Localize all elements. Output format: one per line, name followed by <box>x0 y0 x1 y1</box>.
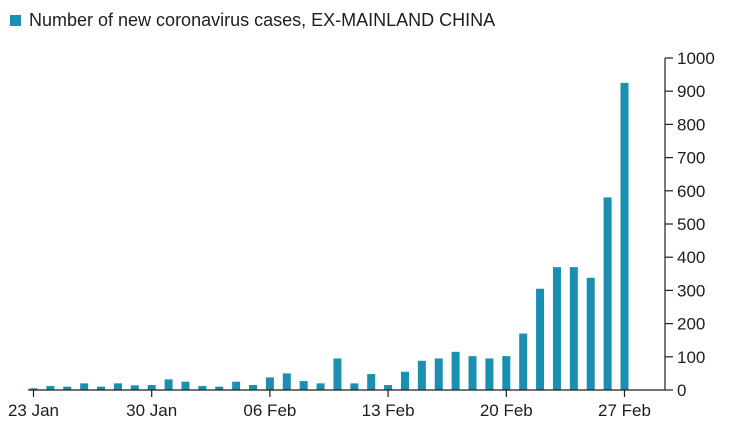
bar <box>400 371 409 390</box>
bar <box>417 360 426 390</box>
y-tick-label: 800 <box>677 115 705 134</box>
bar <box>265 377 274 390</box>
bar <box>603 197 612 390</box>
bar <box>63 386 72 390</box>
bar <box>502 356 511 390</box>
bar <box>164 379 173 390</box>
bar <box>232 381 241 390</box>
bar <box>249 385 258 390</box>
x-tick-label: 27 Feb <box>598 401 651 420</box>
x-tick-label: 13 Feb <box>362 401 415 420</box>
bar <box>113 383 122 390</box>
bar <box>536 288 545 390</box>
x-tick-label: 06 Feb <box>243 401 296 420</box>
y-tick-label: 200 <box>677 315 705 334</box>
bar <box>198 386 207 390</box>
bar <box>451 351 460 390</box>
bar <box>620 82 629 391</box>
bar <box>282 373 291 390</box>
bar <box>586 277 595 390</box>
y-tick-label: 1000 <box>677 49 715 68</box>
bar <box>97 386 106 390</box>
bar <box>519 333 528 390</box>
x-tick-label: 20 Feb <box>480 401 533 420</box>
bar <box>569 267 578 390</box>
bar <box>130 385 139 390</box>
bar <box>552 267 561 390</box>
bar <box>80 383 89 390</box>
bar <box>215 386 224 390</box>
bar <box>434 358 443 390</box>
bar <box>384 385 393 390</box>
bar <box>181 381 190 390</box>
y-tick-label: 400 <box>677 248 705 267</box>
bar <box>147 385 156 390</box>
y-tick-label: 0 <box>677 381 686 400</box>
y-tick-label: 600 <box>677 182 705 201</box>
x-tick-label: 30 Jan <box>126 401 177 420</box>
bar <box>299 381 308 390</box>
bar <box>350 383 359 390</box>
bar <box>46 386 55 390</box>
y-tick-label: 500 <box>677 215 705 234</box>
legend-label: Number of new coronavirus cases, EX-MAIN… <box>29 10 496 30</box>
y-tick-label: 900 <box>677 82 705 101</box>
y-tick-label: 100 <box>677 348 705 367</box>
y-tick-label: 700 <box>677 149 705 168</box>
bar <box>316 383 325 390</box>
bar <box>29 388 38 390</box>
legend-swatch <box>10 15 21 26</box>
bar <box>367 374 376 390</box>
bar <box>485 358 494 390</box>
bar <box>468 356 477 390</box>
legend: Number of new coronavirus cases, EX-MAIN… <box>10 10 495 31</box>
x-tick-label: 23 Jan <box>8 401 59 420</box>
y-tick-label: 300 <box>677 281 705 300</box>
bar <box>333 358 342 390</box>
